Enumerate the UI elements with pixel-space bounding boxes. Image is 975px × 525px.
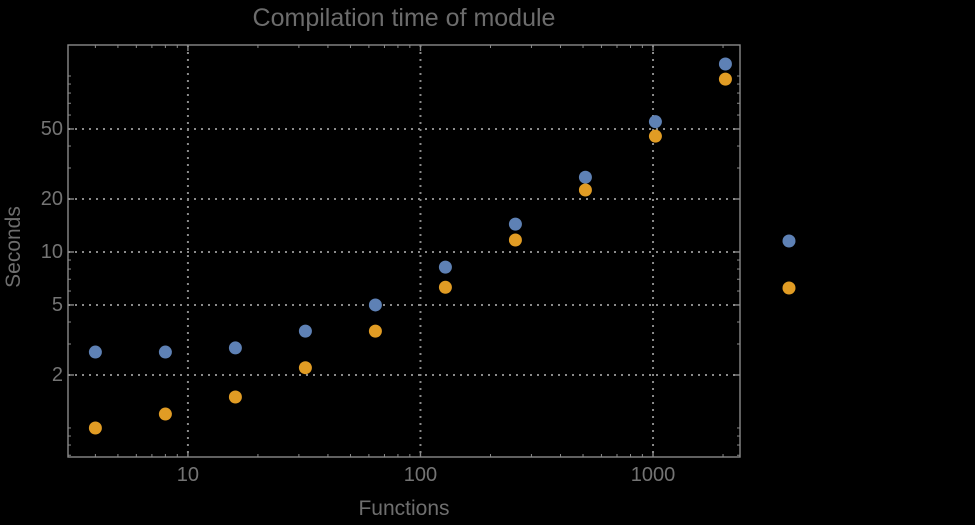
x-tick-label: 100 xyxy=(403,464,438,486)
data-point-blue xyxy=(368,298,382,312)
data-point-orange xyxy=(508,233,522,247)
legend-marker-blue xyxy=(782,234,796,248)
data-point-orange xyxy=(648,129,662,143)
data-point-blue xyxy=(158,345,172,359)
data-point-orange xyxy=(368,324,382,338)
data-point-orange xyxy=(228,390,242,404)
data-point-blue xyxy=(718,57,732,71)
y-tick-label: 2 xyxy=(51,363,63,386)
data-point-blue xyxy=(648,115,662,129)
data-point-orange xyxy=(158,407,172,421)
x-tick-label: 1000 xyxy=(630,464,676,486)
y-tick-label: 20 xyxy=(40,188,63,210)
data-point-blue xyxy=(578,170,592,184)
data-point-blue xyxy=(438,260,452,274)
data-point-orange xyxy=(298,361,312,375)
data-point-orange xyxy=(438,280,452,294)
data-point-blue xyxy=(88,345,102,359)
legend-marker-orange xyxy=(782,281,796,295)
x-tick-label: 10 xyxy=(176,464,200,486)
chart-title: Compilation time of module xyxy=(252,4,556,32)
plot-frame xyxy=(67,44,741,458)
y-tick-label: 10 xyxy=(40,240,63,263)
data-point-blue xyxy=(228,341,242,355)
data-point-orange xyxy=(88,421,102,435)
data-point-orange xyxy=(718,72,732,86)
y-tick-label: 5 xyxy=(51,293,63,316)
y-tick-label: 50 xyxy=(40,117,63,140)
data-point-blue xyxy=(298,324,312,338)
x-axis-label: Functions xyxy=(358,497,450,520)
data-point-orange xyxy=(578,183,592,197)
data-point-blue xyxy=(508,217,522,231)
